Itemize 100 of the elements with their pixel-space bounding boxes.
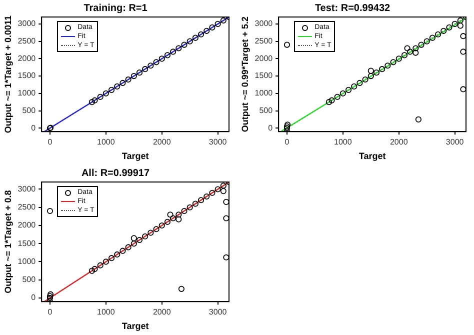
point — [198, 31, 204, 38]
x-tick-label: 0 — [48, 308, 53, 317]
y-tick-label: 3000 — [18, 184, 36, 194]
x-tick-label: 2000 — [390, 138, 408, 147]
y-tick-label: 2000 — [18, 54, 36, 63]
point — [407, 48, 414, 55]
point — [204, 28, 210, 34]
point — [460, 86, 466, 92]
point — [164, 218, 171, 225]
y-tick-label: 2000 — [254, 54, 274, 63]
point — [136, 236, 143, 244]
x-axis-title: Target — [122, 151, 149, 162]
point — [97, 262, 104, 268]
point — [284, 125, 290, 132]
y-tick-label: 1500 — [254, 71, 274, 80]
x-tick-label: 1000 — [97, 138, 116, 147]
point — [223, 254, 229, 260]
point — [167, 212, 174, 218]
point — [176, 212, 182, 218]
point — [424, 38, 430, 44]
y-tick-label: 1000 — [254, 88, 274, 98]
y-axis-title: Output ~= 1*Target + 0.8 — [2, 190, 13, 294]
point — [446, 24, 452, 30]
y-tick-label: 500 — [22, 106, 36, 115]
point — [220, 188, 226, 194]
point — [429, 34, 436, 41]
point — [334, 94, 340, 100]
point — [396, 56, 402, 62]
point — [412, 45, 419, 52]
point — [181, 208, 188, 214]
y-tick-label: 3000 — [18, 19, 36, 28]
x-tick-label: 1000 — [334, 138, 352, 147]
point — [345, 86, 352, 93]
point — [368, 72, 374, 80]
point — [404, 45, 410, 52]
point — [92, 97, 98, 104]
point — [220, 17, 226, 24]
point — [390, 59, 396, 66]
point — [415, 116, 422, 122]
point — [351, 83, 358, 90]
x-tick-label: 1000 — [97, 308, 116, 317]
point — [92, 266, 98, 272]
point — [384, 62, 391, 69]
x-axis-title: Target — [358, 151, 386, 162]
point — [102, 90, 109, 96]
point — [120, 80, 126, 86]
point — [434, 31, 442, 38]
x-tick-label: 2000 — [152, 308, 172, 317]
point — [457, 22, 464, 29]
point — [102, 258, 109, 265]
point — [223, 198, 229, 205]
point — [452, 20, 458, 27]
point — [284, 42, 290, 48]
y-tick-label: 0 — [268, 123, 274, 132]
y-tick-label: 1000 — [18, 256, 36, 266]
point — [108, 86, 115, 93]
point — [457, 17, 464, 24]
point — [125, 76, 132, 83]
point — [214, 186, 221, 192]
point — [209, 24, 216, 30]
point — [130, 72, 137, 80]
point — [158, 222, 165, 229]
x-tick-label: 3000 — [208, 138, 228, 147]
point — [214, 20, 221, 27]
point — [223, 215, 229, 222]
y-tick-label: 2500 — [254, 36, 274, 46]
point — [97, 94, 104, 100]
point — [142, 233, 148, 240]
point — [114, 83, 120, 90]
point — [176, 45, 182, 52]
point — [204, 193, 210, 200]
point — [412, 50, 419, 56]
y-tick-label: 2500 — [18, 36, 36, 46]
point — [114, 251, 120, 258]
point — [186, 38, 193, 44]
point — [460, 33, 466, 40]
point — [340, 90, 346, 96]
point — [153, 59, 160, 66]
y-tick-label: 0 — [31, 293, 36, 302]
point — [356, 80, 363, 86]
point — [46, 208, 54, 214]
point — [136, 70, 143, 76]
point — [418, 42, 424, 48]
chart-title: All: R=0.99917 — [81, 168, 150, 179]
x-tick-label: 3000 — [208, 308, 228, 317]
point — [192, 34, 198, 41]
point — [148, 230, 154, 236]
point — [178, 286, 184, 292]
point — [209, 190, 216, 196]
y-tick-label: 1000 — [18, 88, 36, 98]
point — [88, 99, 95, 106]
x-tick-label: 0 — [284, 138, 290, 147]
point — [460, 48, 466, 55]
y-tick-label: 500 — [259, 106, 274, 115]
y-tick-label: 0 — [31, 123, 36, 132]
point — [220, 182, 226, 189]
x-tick-label: 0 — [48, 138, 53, 147]
point — [170, 215, 176, 222]
point — [326, 99, 332, 106]
x-tick-label: 3000 — [446, 138, 464, 147]
